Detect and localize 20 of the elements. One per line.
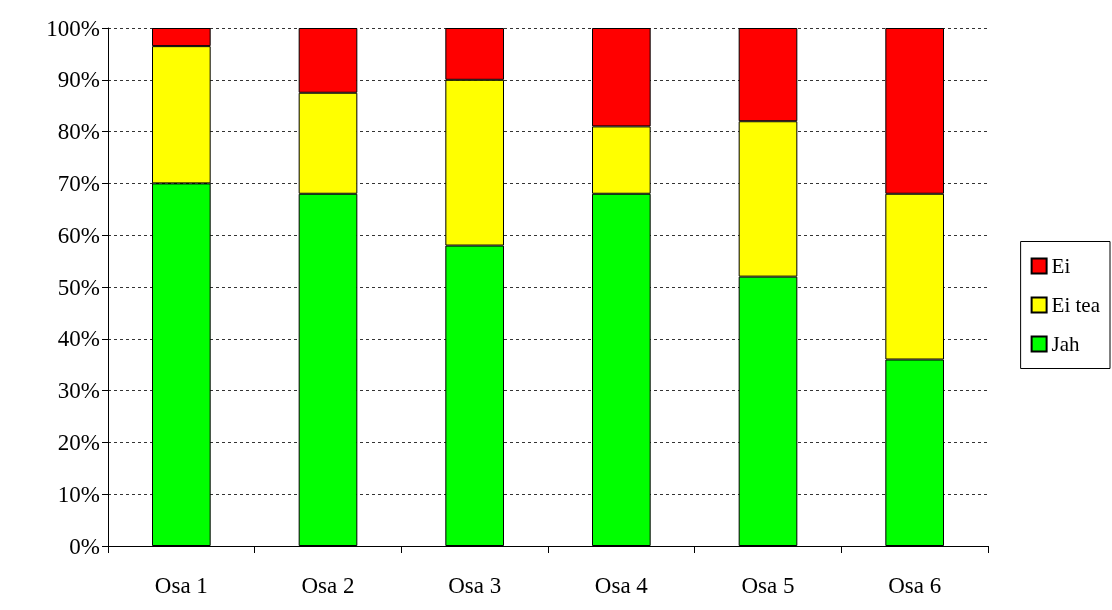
x-tick-label: Osa 2 [301,573,355,598]
x-tick-label: Osa 1 [154,573,208,598]
legend-label: Ei [1051,254,1071,278]
y-tick-label: 60% [57,222,100,248]
y-tick-label: 50% [57,274,100,300]
x-tick-label: Osa 5 [741,573,795,598]
legend-label: Ei tea [1051,293,1101,317]
y-tick-label: 10% [57,481,100,507]
x-tick-label: Osa 6 [888,573,942,598]
y-tick-label: 70% [57,170,100,196]
y-tick-label: 80% [57,119,100,145]
y-tick-label: 40% [57,326,100,352]
y-tick-label: 0% [69,533,100,559]
y-tick-label: 20% [57,429,100,455]
y-tick-label: 90% [57,67,100,93]
x-tick-label: Osa 3 [448,573,502,598]
y-tick-label: 100% [46,15,100,41]
y-tick-label: 30% [57,378,100,404]
x-tick-label: Osa 4 [594,573,649,598]
legend-label: Jah [1051,332,1081,356]
